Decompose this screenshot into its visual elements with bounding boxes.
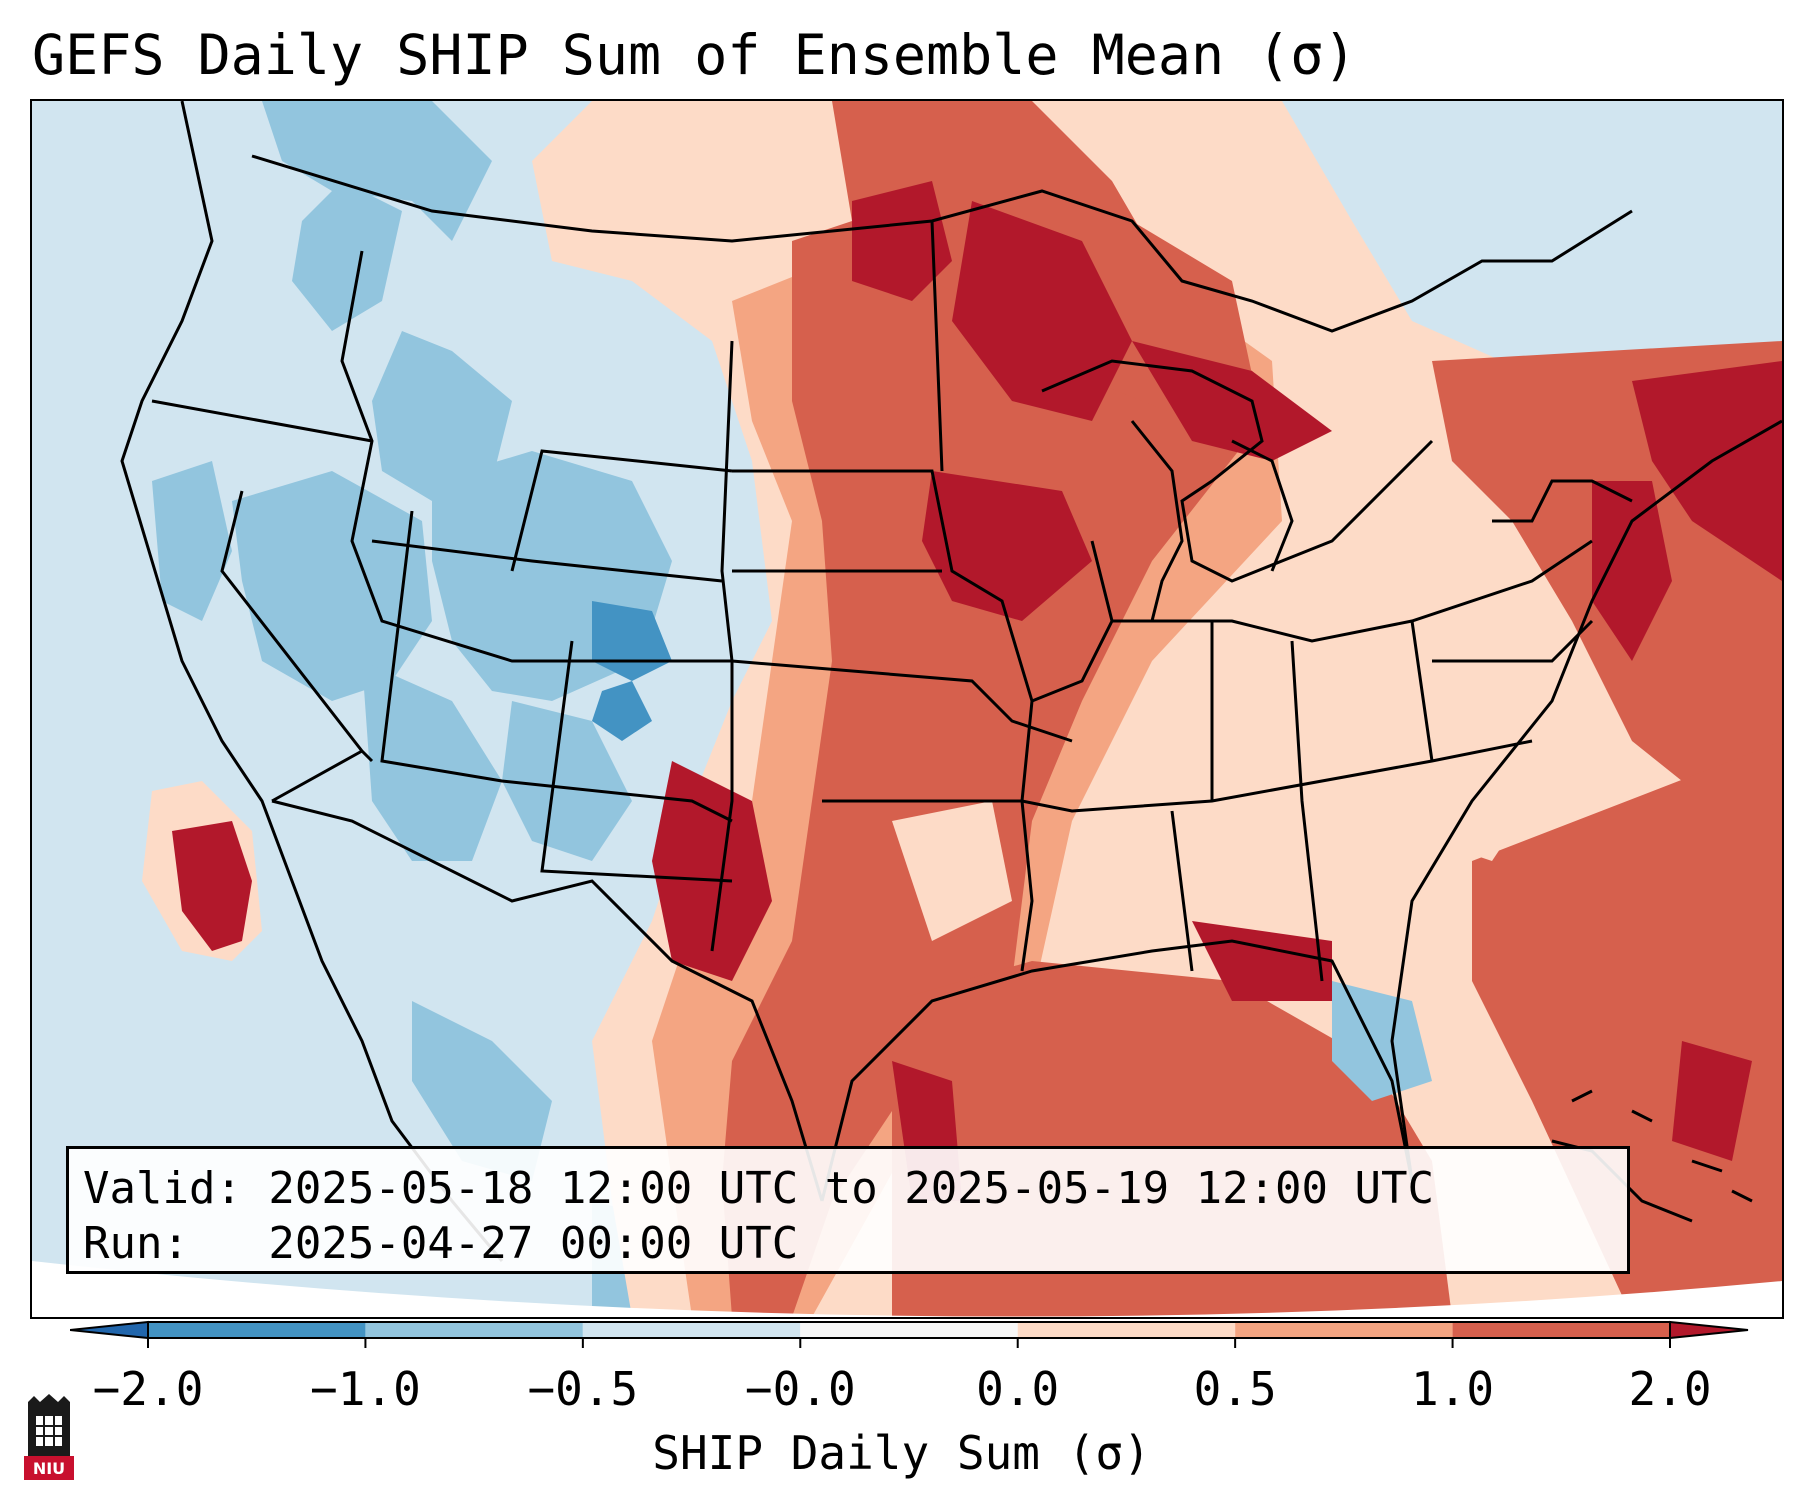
logo-badge (24, 1456, 74, 1480)
map-panel[interactable] (30, 99, 1784, 1319)
colorbar-label: SHIP Daily Sum (σ) (652, 1426, 1151, 1480)
colorbar-bin (1017, 1322, 1236, 1338)
colorbar-tick-label: 1.0 (1411, 1362, 1495, 1416)
logo-window-icon (36, 1416, 62, 1446)
projection-edge (32, 1261, 1782, 1317)
colorbar-tick-label: −0.5 (527, 1362, 639, 1416)
colorbar-tick-label: 0.0 (976, 1362, 1060, 1416)
colorbar-extend-under (70, 1320, 149, 1340)
pacific-anomaly-core (172, 821, 252, 951)
valid-run-info-box: Valid: 2025-05-18 12:00 UTC to 2025-05-1… (66, 1146, 1630, 1274)
colorbar-bin (800, 1322, 1018, 1338)
colorbar-tick-label: −1.0 (310, 1362, 421, 1416)
colorbar (70, 1320, 1749, 1348)
colorbar-tick-label: −0.0 (744, 1362, 856, 1416)
niu-logo: NIU (24, 1394, 74, 1480)
colorbar-tick-label: 0.5 (1193, 1362, 1277, 1416)
logo-grid-icon (36, 1416, 62, 1446)
colorbar-frame (147, 1321, 1671, 1339)
colorbar-bin (148, 1322, 366, 1338)
colorbar-bin (1452, 1322, 1670, 1338)
logo-text: NIU (33, 1459, 65, 1478)
map-canvas (32, 101, 1782, 1317)
run-time-text: Run: 2025-04-27 00:00 UTC (83, 1218, 799, 1269)
colorbar-tick-label: 2.0 (1628, 1362, 1712, 1416)
colorbar-tick-label: −2.0 (92, 1362, 204, 1416)
positive-anomaly-east (532, 101, 1782, 1317)
colorbar-bin (582, 1322, 801, 1338)
colorbar-bin (365, 1322, 583, 1338)
map-title: GEFS Daily SHIP Sum of Ensemble Mean (σ) (32, 23, 1357, 87)
colorbar-extend-over (1669, 1320, 1749, 1340)
political-borders (120, 101, 1782, 1262)
valid-time-text: Valid: 2025-05-18 12:00 UTC to 2025-05-1… (83, 1163, 1435, 1214)
colorbar-bin (1235, 1322, 1453, 1338)
